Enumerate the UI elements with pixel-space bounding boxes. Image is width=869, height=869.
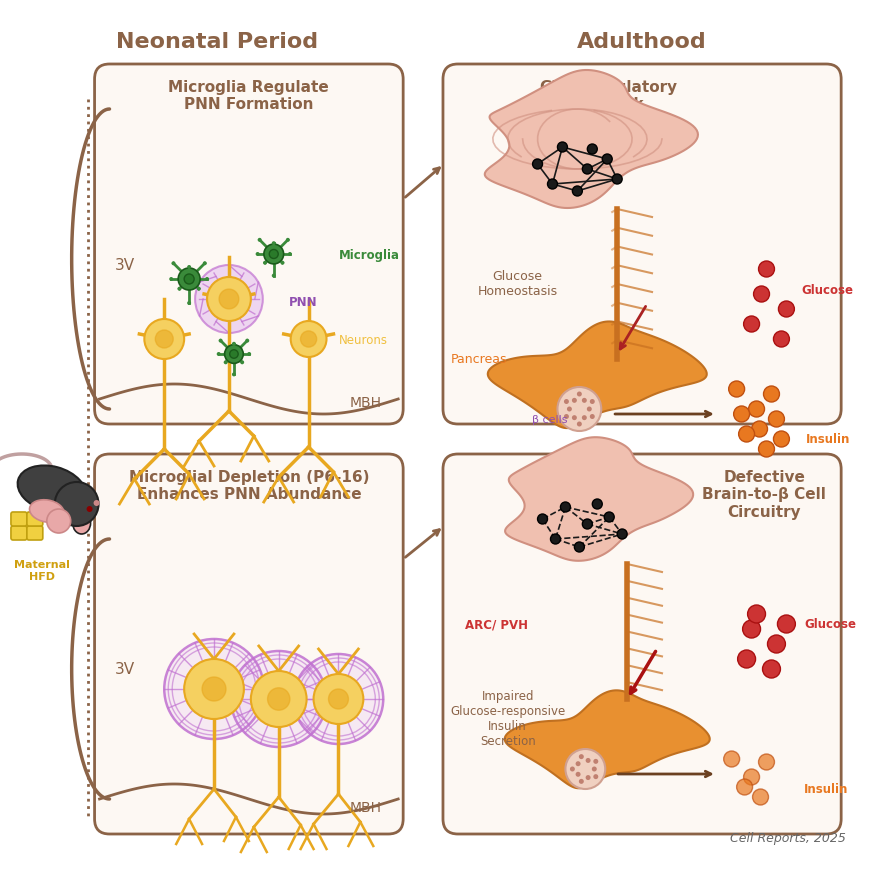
Ellipse shape: [73, 513, 90, 534]
Circle shape: [202, 262, 207, 266]
Circle shape: [187, 266, 191, 269]
Circle shape: [184, 275, 194, 285]
Text: 3V: 3V: [114, 257, 135, 272]
Text: Defective
Brain-to-β Cell
Circuitry: Defective Brain-to-β Cell Circuitry: [701, 469, 826, 519]
Circle shape: [575, 772, 580, 777]
Circle shape: [578, 779, 583, 784]
Circle shape: [616, 529, 627, 540]
Circle shape: [743, 769, 759, 785]
Circle shape: [758, 441, 773, 457]
FancyBboxPatch shape: [442, 65, 840, 425]
Circle shape: [219, 289, 238, 309]
Text: Glucose
Homeostasis: Glucose Homeostasis: [477, 269, 557, 298]
Text: Maternal
HFD: Maternal HFD: [14, 560, 70, 581]
Circle shape: [171, 262, 176, 266]
Circle shape: [300, 331, 316, 348]
Polygon shape: [505, 438, 693, 561]
Circle shape: [271, 242, 275, 246]
Circle shape: [268, 688, 289, 710]
Circle shape: [578, 754, 583, 760]
Circle shape: [581, 165, 592, 175]
Circle shape: [178, 269, 200, 290]
Circle shape: [294, 654, 383, 744]
Circle shape: [269, 250, 278, 259]
Circle shape: [196, 288, 201, 291]
Circle shape: [537, 514, 547, 524]
Circle shape: [232, 373, 235, 377]
Text: Cell Reports, 2025: Cell Reports, 2025: [729, 831, 846, 844]
Circle shape: [290, 322, 326, 357]
Circle shape: [245, 339, 249, 343]
Circle shape: [773, 432, 788, 448]
Circle shape: [563, 415, 568, 420]
Circle shape: [587, 407, 591, 412]
Circle shape: [773, 332, 788, 348]
Circle shape: [581, 398, 587, 403]
Circle shape: [557, 388, 600, 432]
Polygon shape: [488, 322, 706, 428]
Circle shape: [601, 155, 612, 165]
Circle shape: [547, 180, 557, 189]
Text: 3V: 3V: [114, 661, 135, 677]
FancyBboxPatch shape: [11, 513, 27, 527]
Circle shape: [55, 482, 98, 527]
Circle shape: [758, 262, 773, 278]
Circle shape: [262, 262, 267, 265]
Circle shape: [550, 534, 560, 544]
Circle shape: [257, 239, 262, 242]
Circle shape: [737, 650, 754, 668]
Circle shape: [207, 278, 250, 322]
Circle shape: [571, 415, 576, 421]
Circle shape: [155, 330, 173, 348]
Circle shape: [280, 262, 284, 265]
Text: Neurons: Neurons: [338, 333, 387, 346]
Text: Glucose: Glucose: [804, 618, 855, 631]
Text: Neonatal Period: Neonatal Period: [116, 32, 318, 52]
Circle shape: [766, 635, 785, 653]
Circle shape: [581, 415, 587, 421]
Circle shape: [569, 766, 574, 772]
Circle shape: [94, 501, 99, 507]
Text: Glucose: Glucose: [800, 283, 852, 296]
Circle shape: [743, 316, 759, 333]
Circle shape: [581, 520, 592, 529]
Circle shape: [247, 353, 251, 356]
Polygon shape: [504, 691, 709, 788]
Circle shape: [763, 387, 779, 402]
Polygon shape: [484, 71, 697, 209]
Circle shape: [591, 766, 596, 772]
Text: ARC/ PVH: ARC/ PVH: [464, 618, 527, 631]
Circle shape: [288, 253, 291, 256]
Circle shape: [255, 253, 259, 256]
Text: Insulin: Insulin: [804, 783, 848, 796]
Text: Adulthood: Adulthood: [576, 32, 706, 52]
Circle shape: [184, 660, 243, 720]
Circle shape: [216, 353, 221, 356]
Circle shape: [753, 287, 768, 302]
Circle shape: [585, 775, 590, 780]
Circle shape: [576, 422, 581, 427]
Circle shape: [575, 761, 580, 766]
Text: MBH: MBH: [348, 800, 381, 814]
Circle shape: [572, 187, 581, 196]
Text: Microglial Depletion (P6-16)
Enhances PNN Abundance: Microglial Depletion (P6-16) Enhances PN…: [129, 469, 368, 501]
Circle shape: [585, 758, 590, 763]
Circle shape: [218, 339, 222, 343]
Text: MBH: MBH: [348, 395, 381, 409]
Circle shape: [560, 502, 570, 513]
Text: Impaired
Glucose-responsive
Insulin
Secretion: Impaired Glucose-responsive Insulin Secr…: [449, 689, 565, 747]
Circle shape: [205, 278, 209, 282]
Circle shape: [557, 143, 567, 153]
Text: PNN: PNN: [289, 295, 317, 308]
Circle shape: [195, 266, 262, 334]
Circle shape: [752, 789, 767, 805]
FancyBboxPatch shape: [95, 454, 402, 834]
Circle shape: [728, 381, 744, 397]
Circle shape: [736, 779, 752, 795]
Text: Microglia: Microglia: [338, 249, 399, 262]
Circle shape: [532, 160, 542, 169]
Circle shape: [164, 640, 263, 740]
Circle shape: [565, 749, 605, 789]
Circle shape: [313, 674, 363, 724]
Circle shape: [576, 392, 581, 397]
